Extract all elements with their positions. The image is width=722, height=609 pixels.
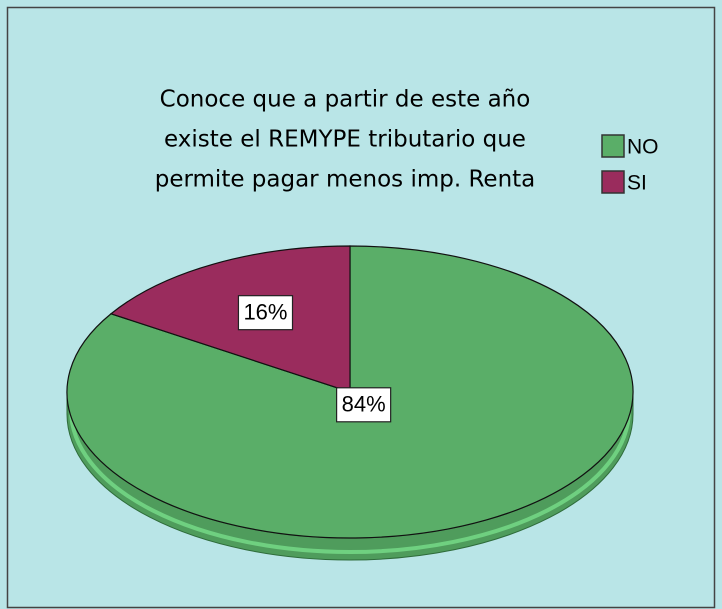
data-label-box — [237, 295, 294, 331]
data-label-group: 16% — [237, 295, 294, 331]
pie-side-edge — [69, 409, 631, 554]
chart-title: existe el REMYPE tributario que — [164, 127, 526, 153]
legend-swatch — [601, 170, 625, 194]
data-label-box — [336, 387, 392, 423]
chart-title: Conoce que a partir de este año — [160, 87, 531, 113]
pie-slice — [109, 245, 351, 393]
legend-label: SI — [627, 172, 647, 195]
legend-swatch — [601, 134, 625, 158]
data-label: 84% — [342, 392, 386, 417]
data-label: 16% — [243, 299, 287, 324]
data-label-group: 84% — [336, 387, 392, 423]
legend-label: NO — [627, 136, 659, 159]
frame — [6, 6, 716, 609]
chart-title: permite pagar menos imp. Renta — [155, 167, 536, 193]
